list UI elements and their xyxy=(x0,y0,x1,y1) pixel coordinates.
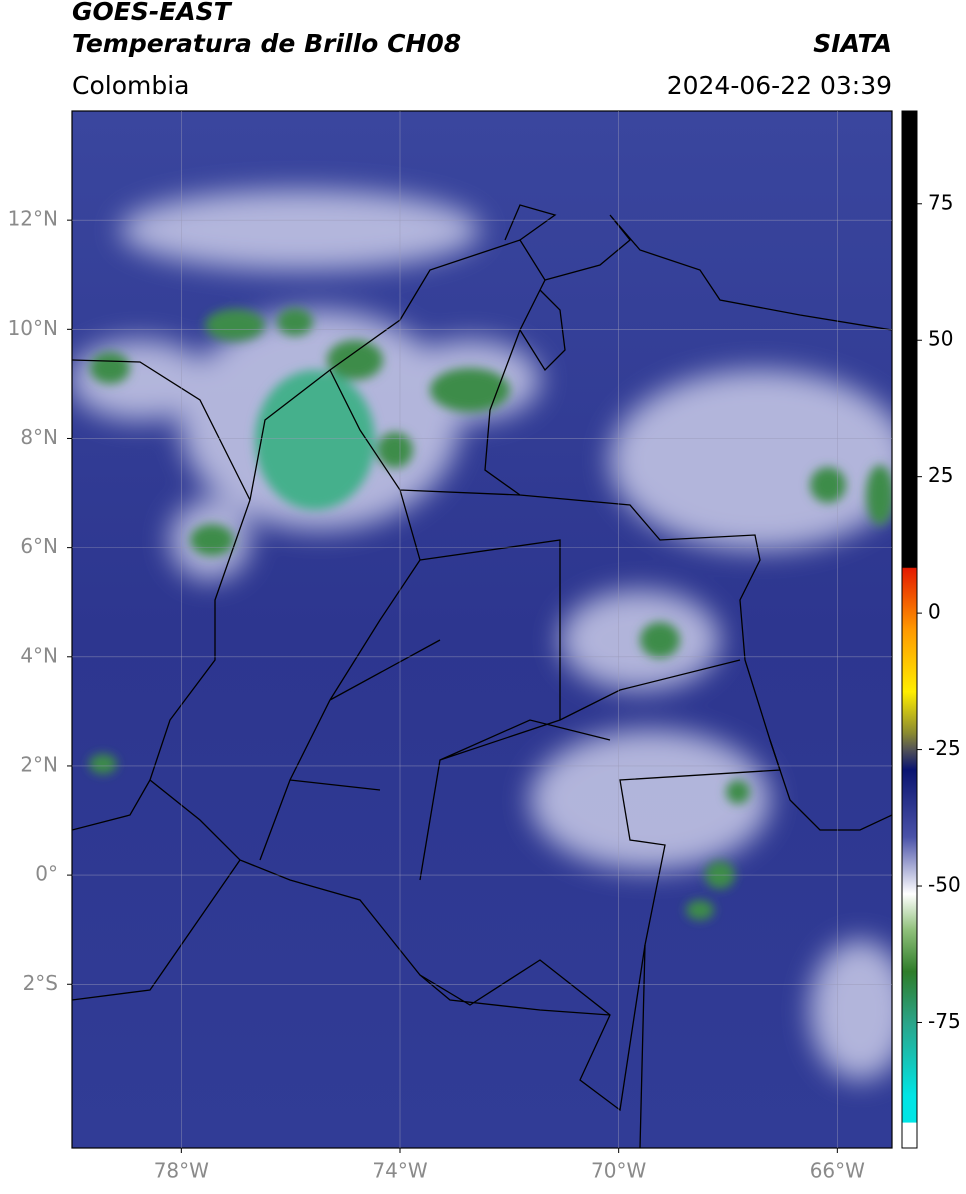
map-frame xyxy=(71,110,893,1149)
colorbar xyxy=(901,110,918,1149)
satellite-image xyxy=(72,111,892,1148)
y-tick-label: 12°N xyxy=(8,207,58,231)
y-tick-label: 2°S xyxy=(23,971,58,995)
y-tick-label: 0° xyxy=(35,862,58,886)
x-tick-label: 70°W xyxy=(591,1159,646,1183)
x-tick-label: 78°W xyxy=(154,1159,209,1183)
datetime: 2024-06-22 03:39 xyxy=(667,71,892,100)
colorbar-tick-label: 25 xyxy=(928,463,953,487)
source: SIATA xyxy=(813,29,892,58)
colorbar-tick-label: 75 xyxy=(928,190,953,214)
y-tick-label: 4°N xyxy=(20,643,58,667)
colorbar-tick-label: 50 xyxy=(928,327,953,351)
colorbar-tick-label: -50 xyxy=(928,873,961,897)
region: Colombia xyxy=(72,71,189,100)
y-tick-label: 2°N xyxy=(20,752,58,776)
title: GOES-EAST xyxy=(72,0,233,26)
y-tick-label: 8°N xyxy=(20,425,58,449)
x-tick-label: 74°W xyxy=(372,1159,427,1183)
subtitle: Temperatura de Brillo CH08 xyxy=(72,29,461,58)
colorbar-tick-label: 0 xyxy=(928,600,941,624)
y-tick-label: 10°N xyxy=(8,316,58,340)
colorbar-tick-label: -25 xyxy=(928,736,961,760)
colorbar-tick-label: -75 xyxy=(928,1009,961,1033)
y-tick-label: 6°N xyxy=(20,534,58,558)
x-tick-label: 66°W xyxy=(810,1159,865,1183)
